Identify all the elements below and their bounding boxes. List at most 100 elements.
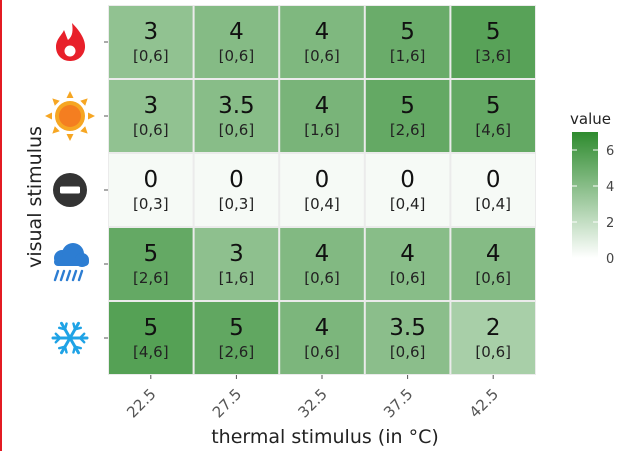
cell-value-label: 3.5	[389, 315, 426, 341]
heatmap-cell	[194, 80, 279, 152]
sun-icon	[45, 91, 95, 141]
y-axis-icons	[45, 23, 95, 355]
x-tick-label: 22.5	[123, 385, 159, 421]
cell-range-label: [0,6]	[219, 121, 255, 139]
heatmap-cell	[280, 6, 364, 78]
cell-range-label: [2,6]	[133, 269, 169, 287]
cell-value-label: 5	[229, 315, 244, 341]
cell-value-label: 4	[315, 241, 330, 267]
cell-range-label: [0,6]	[304, 269, 340, 287]
heatmap-cell	[109, 6, 193, 78]
fire-icon	[56, 23, 86, 61]
cell-value-label: 4	[315, 19, 330, 45]
rain-cloud-icon	[53, 243, 89, 282]
cell-range-label: [1,6]	[219, 269, 255, 287]
heatmap-cell	[109, 80, 193, 152]
cell-value-label: 0	[315, 167, 330, 193]
snowflake-icon	[51, 321, 89, 355]
cell-value-label: 5	[486, 93, 501, 119]
y-axis-title: visual stimulus	[24, 126, 46, 268]
heatmap-cell	[451, 302, 535, 374]
cell-value-label: 4	[486, 241, 501, 267]
cell-range-label: [0,6]	[133, 47, 169, 65]
cell-value-label: 5	[400, 19, 415, 45]
x-tick-label: 27.5	[209, 385, 245, 421]
cell-range-label: [1,6]	[304, 121, 340, 139]
heatmap-cell	[280, 154, 364, 226]
heatmap-cell	[280, 302, 364, 374]
heatmap-cell	[194, 302, 279, 374]
cell-range-label: [0,6]	[390, 269, 426, 287]
heatmap-cell	[451, 6, 535, 78]
cell-range-label: [0,4]	[390, 195, 426, 213]
cell-value-label: 4	[229, 19, 244, 45]
legend-tick-label: 2	[606, 216, 614, 231]
cell-value-label: 0	[229, 167, 244, 193]
heatmap-cell	[280, 228, 364, 300]
heatmap-cell	[280, 80, 364, 152]
cell-value-label: 4	[400, 241, 415, 267]
legend-tick-label: 4	[606, 180, 614, 195]
heatmap-cell	[365, 6, 450, 78]
cell-range-label: [0,3]	[133, 195, 169, 213]
x-tick-label: 32.5	[294, 385, 330, 421]
cell-range-label: [2,6]	[390, 121, 426, 139]
cell-range-label: [4,6]	[133, 343, 169, 361]
cell-value-label: 5	[486, 19, 501, 45]
legend-tick-label: 6	[606, 144, 614, 159]
cell-range-label: [0,6]	[304, 47, 340, 65]
cell-range-label: [0,6]	[304, 343, 340, 361]
cell-range-label: [3,6]	[475, 47, 511, 65]
left-border	[0, 0, 2, 451]
cell-range-label: [0,6]	[475, 343, 511, 361]
x-axis-title: thermal stimulus (in °C)	[211, 426, 439, 448]
legend-title: value	[570, 110, 611, 128]
cell-range-label: [4,6]	[475, 121, 511, 139]
cell-range-label: [0,4]	[475, 195, 511, 213]
legend-tick-label: 0	[606, 252, 614, 267]
heatmap-cell	[109, 228, 193, 300]
cell-value-label: 5	[143, 315, 158, 341]
cell-range-label: [1,6]	[390, 47, 426, 65]
cell-value-label: 5	[400, 93, 415, 119]
cell-range-label: [0,6]	[219, 47, 255, 65]
cell-value-label: 0	[143, 167, 158, 193]
legend-colorbar	[572, 132, 598, 258]
heatmap-cell	[365, 302, 450, 374]
cell-value-label: 0	[486, 167, 501, 193]
heatmap-cell	[451, 228, 535, 300]
heatmap-cell	[194, 228, 279, 300]
cell-value-label: 2	[486, 315, 501, 341]
cell-value-label: 3	[229, 241, 244, 267]
heatmap-cell	[109, 154, 193, 226]
heatmap-cells	[109, 6, 535, 374]
cell-range-label: [0,6]	[475, 269, 511, 287]
cell-labels: 3 [0,6] 4 [0,6] 4 [0,6] 5 [1,6] 5 [3,6] 3 [0,6] 3.5 […	[133, 19, 511, 361]
heatmap-cell	[365, 154, 450, 226]
no-entry-icon	[53, 173, 87, 207]
cell-range-label: [0,6]	[133, 121, 169, 139]
cell-range-label: [0,4]	[304, 195, 340, 213]
heatmap-cell	[194, 6, 279, 78]
heatmap-cell	[365, 228, 450, 300]
heatmap-cell	[109, 302, 193, 374]
cell-value-label: 3.5	[218, 93, 255, 119]
cell-value-label: 3	[143, 93, 158, 119]
cell-value-label: 5	[143, 241, 158, 267]
cell-range-label: [0,3]	[219, 195, 255, 213]
cell-value-label: 4	[315, 315, 330, 341]
x-tick-label: 42.5	[466, 385, 502, 421]
color-legend: value 0 2 4 6	[570, 110, 614, 267]
heatmap-cell	[194, 154, 279, 226]
cell-value-label: 0	[400, 167, 415, 193]
cell-value-label: 3	[143, 19, 158, 45]
heatmap-cell	[451, 80, 535, 152]
cell-range-label: [2,6]	[219, 343, 255, 361]
cell-range-label: [0,6]	[390, 343, 426, 361]
cell-value-label: 4	[315, 93, 330, 119]
x-tick-label: 37.5	[380, 385, 416, 421]
heatmap-cell	[451, 154, 535, 226]
heatmap-cell	[365, 80, 450, 152]
